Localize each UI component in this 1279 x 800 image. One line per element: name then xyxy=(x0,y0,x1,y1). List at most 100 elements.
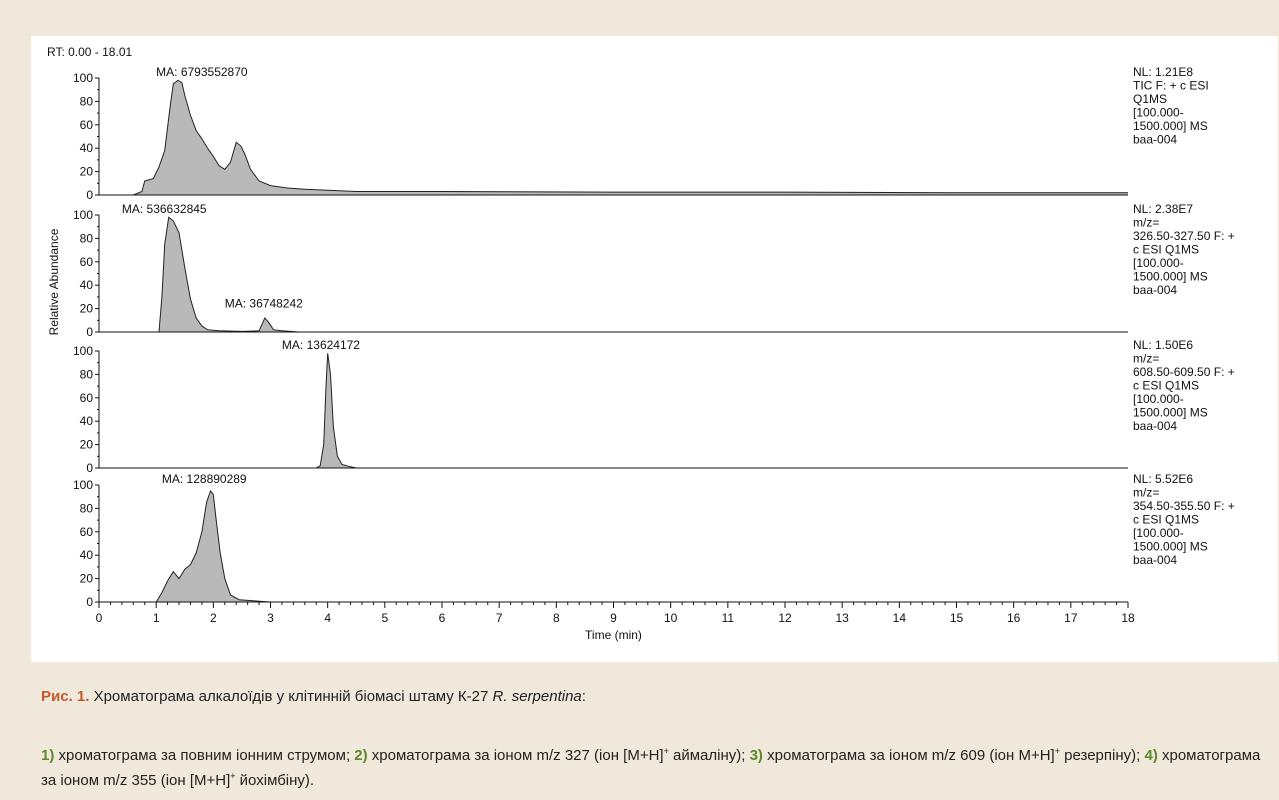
panel-1-y-tick-label: 40 xyxy=(80,141,94,155)
panel-3-y-tick-label: 0 xyxy=(86,461,93,475)
x-tick-label: 7 xyxy=(496,611,503,625)
panel-2-y-tick-label: 60 xyxy=(80,255,94,269)
panel-4-y-tick-label: 80 xyxy=(80,501,94,515)
x-tick-label: 4 xyxy=(324,611,331,625)
panel-4-info-line: baa-004 xyxy=(1133,553,1177,567)
panel-1-trace xyxy=(99,79,1128,196)
panel-2-info-line: 1500.000] MS xyxy=(1133,270,1208,284)
x-tick-label: 11 xyxy=(722,611,735,625)
panel-1-info-line: baa-004 xyxy=(1133,133,1177,147)
panel-4-y-tick-label: 100 xyxy=(73,478,93,492)
panel-4-info-line: 1500.000] MS xyxy=(1133,540,1208,554)
panel-4-info-line: 354.50-355.50 F: + xyxy=(1133,499,1235,513)
panel-2-info-line: c ESI Q1MS xyxy=(1133,243,1199,257)
x-tick-label: 3 xyxy=(267,611,274,625)
caption-colon: : xyxy=(581,688,586,705)
caption-item-4-after: йохімбіну). xyxy=(235,772,315,789)
panel-4-peak-area xyxy=(99,490,1128,602)
caption-item-4-sup: + xyxy=(230,771,236,781)
panel-3-y-tick-label: 20 xyxy=(80,438,94,452)
x-tick-label: 17 xyxy=(1064,611,1078,625)
panel-1-peak-area xyxy=(99,80,1128,195)
figure-caption-body: 1) хроматограма за повним іонним струмом… xyxy=(41,741,1271,791)
x-tick-label: 9 xyxy=(610,611,617,625)
panel-3-y-tick-label: 40 xyxy=(80,414,94,428)
panel-2-area-label: MA: 536632845 xyxy=(122,202,207,216)
panel-1-info-line: TIC F: + c ESI xyxy=(1133,79,1209,93)
y-axis-title: Relative Abundance xyxy=(47,228,61,335)
panel-4-info-line: c ESI Q1MS xyxy=(1133,513,1199,527)
x-tick-label: 8 xyxy=(553,611,560,625)
x-tick-label: 2 xyxy=(210,611,217,625)
panel-3-peak-area xyxy=(99,353,1128,468)
panel-2-peak-area xyxy=(99,217,1128,332)
panel-3-info-line: [100.000- xyxy=(1133,392,1184,406)
caption-item-3-after: резерпіну); xyxy=(1059,747,1145,764)
panel-2-trace xyxy=(99,216,1128,333)
panel-3-info-line: NL: 1.50E6 xyxy=(1133,338,1193,352)
panel-2-info-line: m/z= xyxy=(1133,216,1159,230)
panel-2-y-tick-label: 20 xyxy=(80,302,94,316)
x-tick-label: 1 xyxy=(153,611,160,625)
x-tick-label: 18 xyxy=(1121,611,1135,625)
caption-item-2-sup: + xyxy=(663,746,669,756)
caption-item-1-num: 1) xyxy=(41,747,55,764)
x-tick-label: 14 xyxy=(893,611,907,625)
x-tick-label: 16 xyxy=(1007,611,1021,625)
panel-4-info-line: [100.000- xyxy=(1133,526,1184,540)
x-tick-label: 12 xyxy=(778,611,792,625)
x-tick-label: 0 xyxy=(96,611,103,625)
panel-3-info-line: m/z= xyxy=(1133,352,1159,366)
caption-item-4-text: хроматограма за іоном m/z 355 (іон [M+H] xyxy=(41,747,1261,789)
panel-3-info-line: c ESI Q1MS xyxy=(1133,379,1199,393)
panel-2-secondary-area-label: MA: 36748242 xyxy=(225,296,303,310)
panel-2-y-tick-label: 80 xyxy=(80,231,94,245)
panel-3-y-tick-label: 60 xyxy=(80,391,94,405)
panel-4-info-line: NL: 5.52E6 xyxy=(1133,472,1193,486)
panel-4-y-tick-label: 20 xyxy=(80,572,94,586)
caption-item-2-num: 2) xyxy=(354,747,368,764)
panel-2-y-tick-label: 100 xyxy=(73,208,93,222)
panel-4-y-tick-label: 0 xyxy=(86,595,93,609)
panel-3-info-line: 1500.000] MS xyxy=(1133,406,1208,420)
panel-1-area-label: MA: 6793552870 xyxy=(156,65,248,79)
panel-1-y-tick-label: 20 xyxy=(80,165,94,179)
x-tick-label: 5 xyxy=(381,611,388,625)
panel-1-info-line: NL: 1.21E8 xyxy=(1133,65,1193,79)
x-axis-title: Time (min) xyxy=(585,628,642,642)
panel-2-y-tick-label: 40 xyxy=(80,278,94,292)
panel-1-info-line: Q1MS xyxy=(1133,92,1167,106)
chromatogram-figure: RT: 0.00 - 18.01 0 20 40 60 80 100 MA: 67935528… xyxy=(31,36,1278,662)
panel-1-y-tick-label: 80 xyxy=(80,94,94,108)
panel-3-trace xyxy=(99,353,1128,469)
panel-1-y-tick-label: 0 xyxy=(86,188,93,202)
panel-1-y-tick-label: 100 xyxy=(73,71,93,85)
panel-3-info-line: 608.50-609.50 F: + xyxy=(1133,365,1235,379)
rt-range-label: RT: 0.00 - 18.01 xyxy=(47,45,132,59)
panel-2-info-line: baa-004 xyxy=(1133,283,1177,297)
panel-2-info-line: NL: 2.38E7 xyxy=(1133,202,1193,216)
panel-1-info-line: [100.000- xyxy=(1133,106,1184,120)
x-tick-label: 6 xyxy=(439,611,446,625)
panel-3-area-label: MA: 13624172 xyxy=(282,338,360,352)
figure-caption-title: Рис. 1. Хроматограма алкалоїдів у клітин… xyxy=(41,686,1271,707)
caption-item-3-num: 3) xyxy=(749,747,763,764)
caption-item-1-text: хроматограма за повним іонним струмом; xyxy=(54,747,355,764)
x-tick-label: 10 xyxy=(664,611,678,625)
caption-item-2-after: аймаліну); xyxy=(668,747,750,764)
figure-label: Рис. 1. xyxy=(41,688,90,705)
panel-4-trace xyxy=(99,489,1128,603)
caption-item-3-text: хроматограма за іоном m/z 609 (іон M+H] xyxy=(762,747,1055,764)
panel-4-area-label: MA: 128890289 xyxy=(162,472,247,486)
panel-2-info-line: [100.000- xyxy=(1133,256,1184,270)
panel-1-info-line: 1500.000] MS xyxy=(1133,119,1208,133)
panel-3-y-tick-label: 100 xyxy=(73,344,93,358)
panel-4-y-tick-label: 40 xyxy=(80,548,94,562)
x-tick-label: 13 xyxy=(835,611,849,625)
panel-1-y-tick-label: 60 xyxy=(80,118,94,132)
panel-3-info-line: baa-004 xyxy=(1133,419,1177,433)
panel-2-y-tick-label: 0 xyxy=(86,325,93,339)
panel-2-info-line: 326.50-327.50 F: + xyxy=(1133,229,1235,243)
panel-3-y-tick-label: 80 xyxy=(80,367,94,381)
